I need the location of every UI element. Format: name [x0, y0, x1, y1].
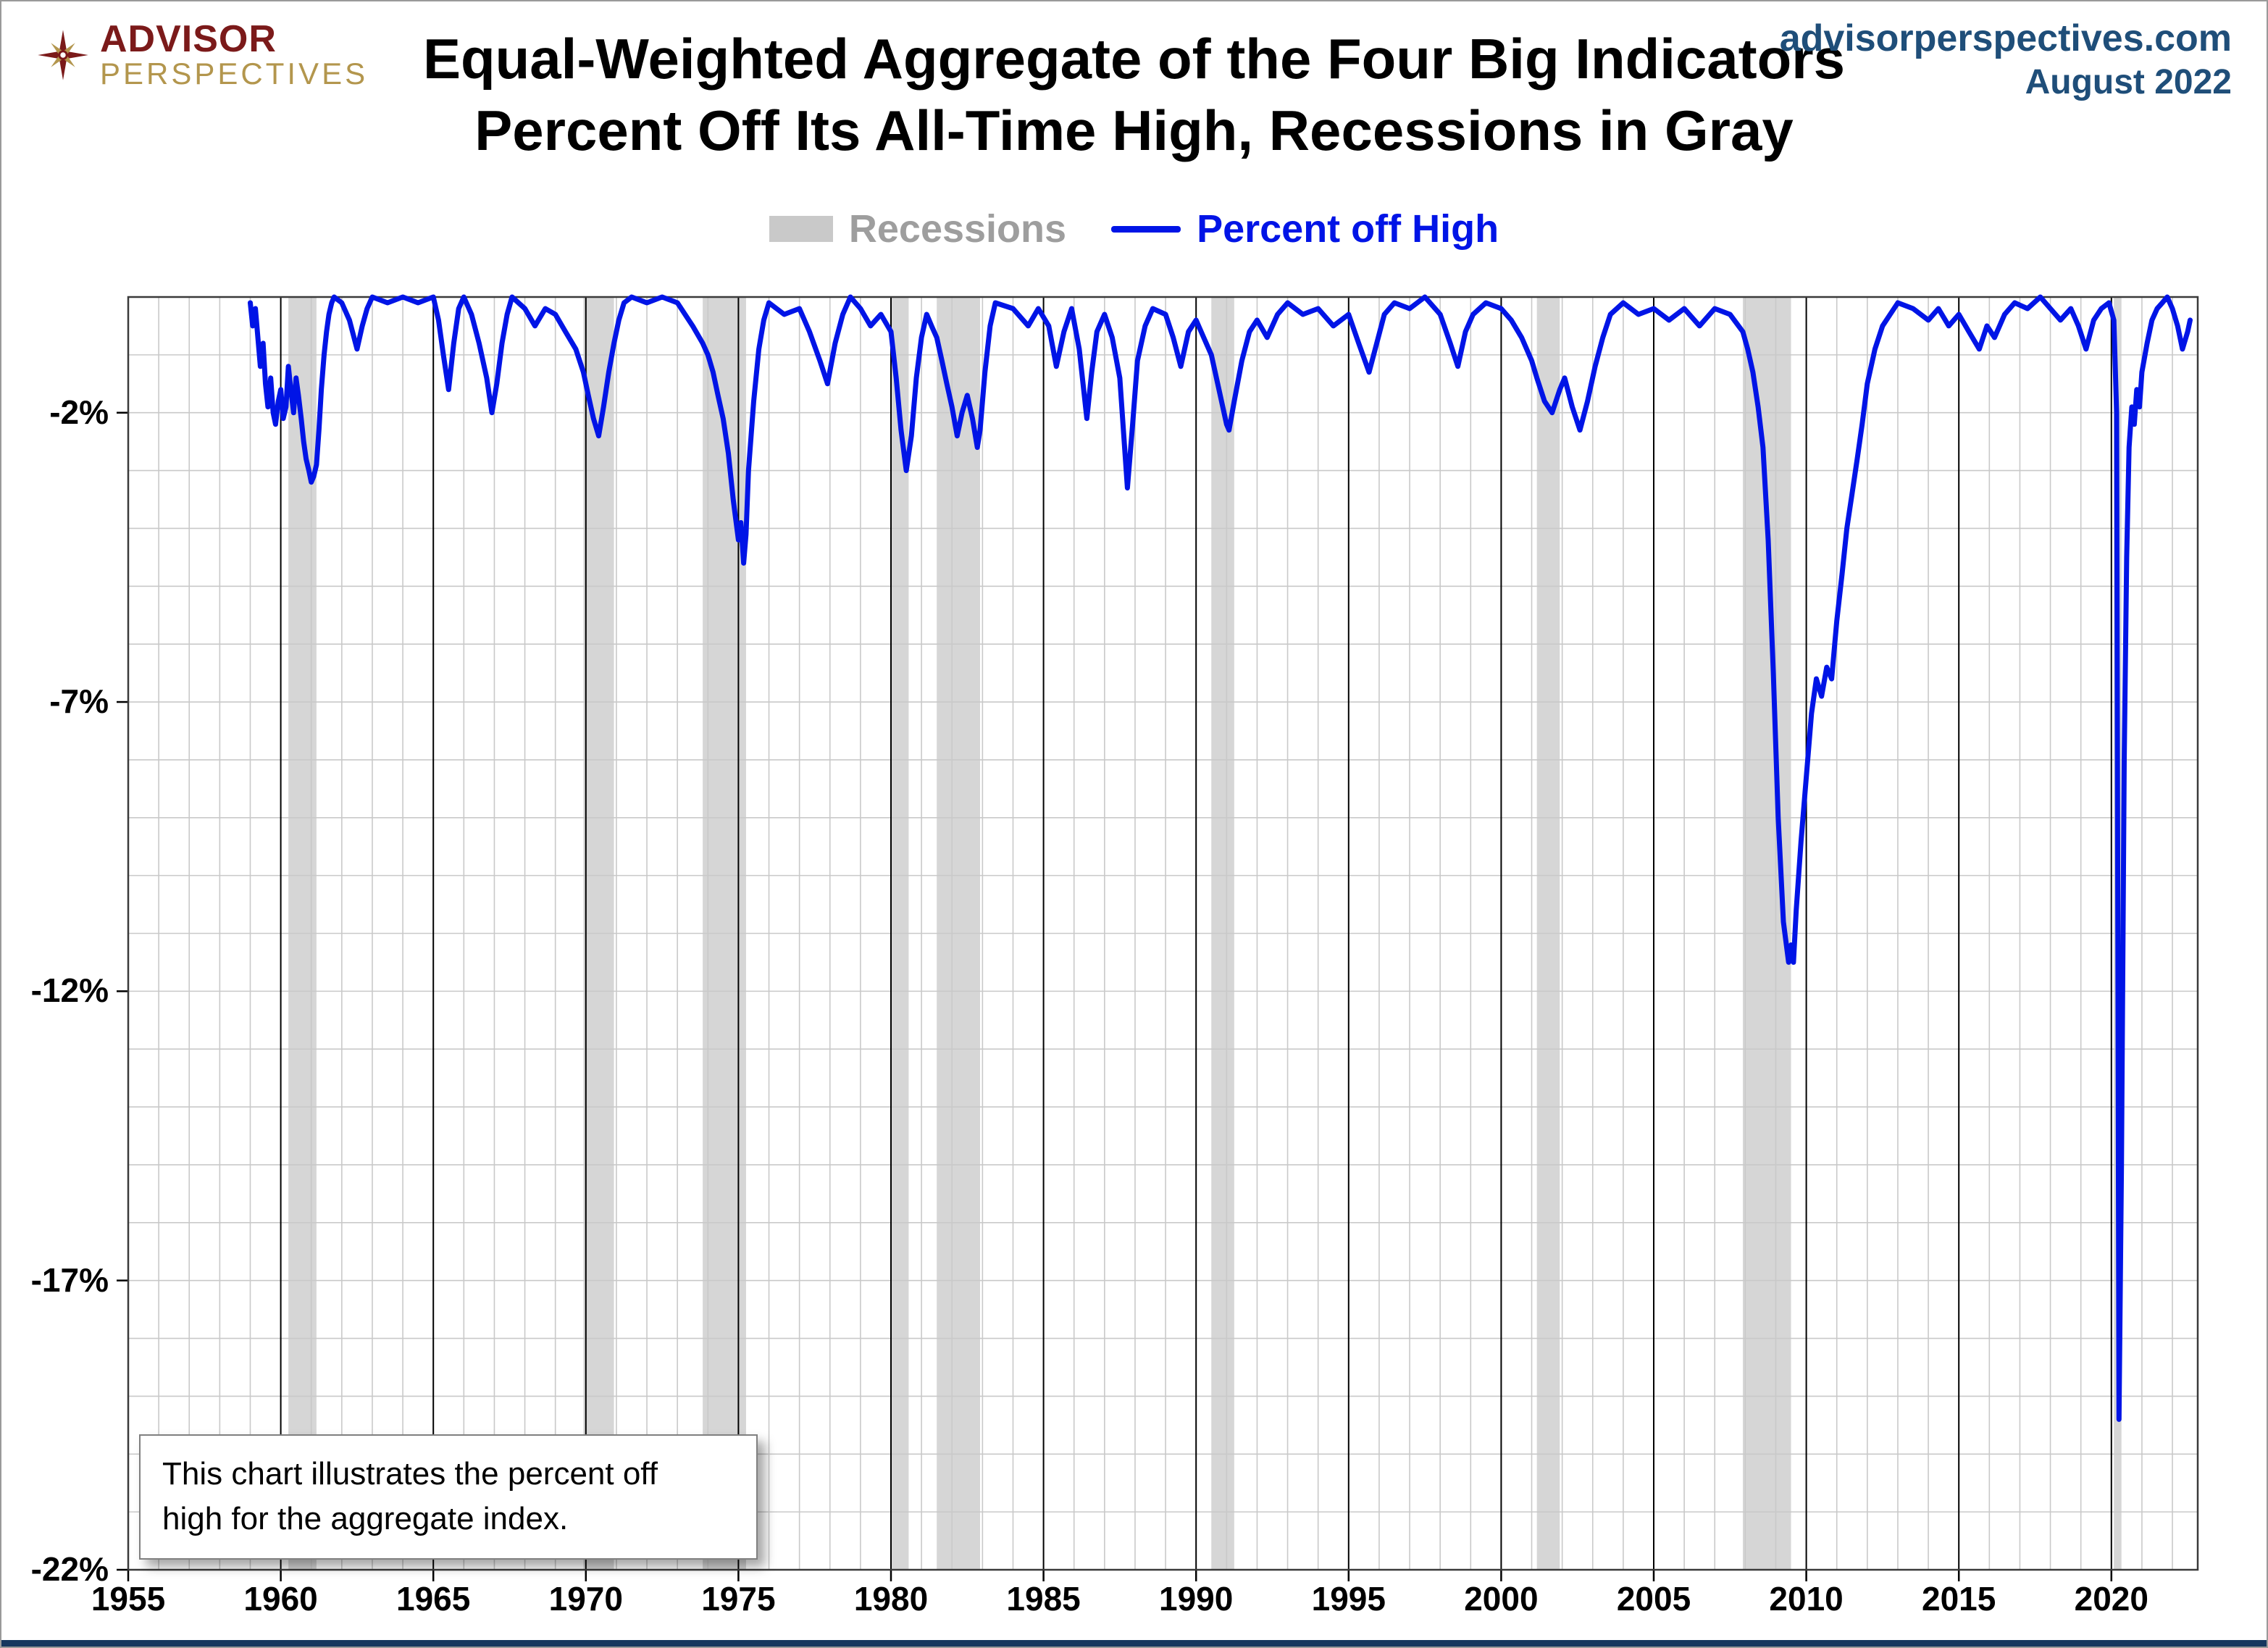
x-axis-label: 2015	[1922, 1580, 1996, 1618]
series-legend-line	[1111, 225, 1181, 233]
plot-area	[117, 294, 2199, 1581]
x-axis-label: 1985	[1006, 1580, 1081, 1618]
annotation-box: This chart illustrates the percent off h…	[139, 1434, 758, 1560]
source-attribution: advisorperspectives.com August 2022	[1780, 16, 2232, 104]
x-axis-label: 1955	[91, 1580, 166, 1618]
x-axis-label: 1975	[701, 1580, 776, 1618]
recession-legend-label: Recessions	[848, 207, 1067, 251]
source-website: advisorperspectives.com	[1779, 17, 2232, 59]
x-axis-label: 2010	[1769, 1580, 1844, 1618]
chart-legend: Recessions Percent off High	[1, 206, 2267, 252]
logo-line-perspectives: PERSPECTIVES	[100, 57, 369, 91]
plot-border	[127, 296, 2199, 1571]
chart-plot-svg	[117, 294, 2199, 1581]
y-axis-label: -2%	[49, 393, 109, 431]
y-axis-label: -22%	[30, 1550, 109, 1588]
x-axis-label: 1980	[853, 1580, 929, 1618]
x-axis-label: 1960	[243, 1580, 318, 1618]
percent-off-high-line	[248, 294, 2193, 1422]
compass-rose-icon	[38, 30, 88, 80]
series-legend-label: Percent off High	[1197, 207, 1499, 251]
x-axis-label: 1995	[1311, 1580, 1386, 1618]
recession-legend-swatch	[769, 216, 833, 242]
y-axis-labels: -2% -7% -12% -17% -22%	[1, 297, 116, 1588]
y-axis-label: -12%	[30, 971, 109, 1010]
chart-title-line1: Equal-Weighted Aggregate of the Four Big…	[422, 27, 1846, 91]
logo-text: ADVISOR PERSPECTIVES	[100, 20, 368, 90]
x-axis-label: 2020	[2074, 1580, 2148, 1618]
annotation-line2: high for the aggregate index.	[162, 1501, 569, 1537]
x-axis-label: 1965	[396, 1580, 471, 1618]
x-axis-labels: 1955 1960 1965 1970 1975 1980 1985 1990 1995 2000…	[91, 1579, 2198, 1630]
chart-title: Equal-Weighted Aggregate of the Four Big…	[364, 23, 1904, 167]
source-date: August 2022	[2025, 63, 2232, 102]
logo-line-advisor: ADVISOR	[100, 18, 277, 60]
x-axis-label: 2000	[1464, 1580, 1539, 1618]
y-axis-label: -17%	[30, 1260, 109, 1299]
bottom-border	[1, 1640, 2267, 1647]
annotation-line1: This chart illustrates the percent off	[162, 1456, 658, 1492]
x-axis-label: 2005	[1616, 1580, 1691, 1618]
advisor-perspectives-logo: ADVISOR PERSPECTIVES	[36, 20, 368, 90]
x-axis-label: 1990	[1159, 1580, 1234, 1618]
chart-title-line2: Percent Off Its All-Time High, Recession…	[474, 99, 1794, 163]
x-axis-label: 1970	[548, 1580, 623, 1618]
y-axis-label: -7%	[49, 682, 109, 721]
